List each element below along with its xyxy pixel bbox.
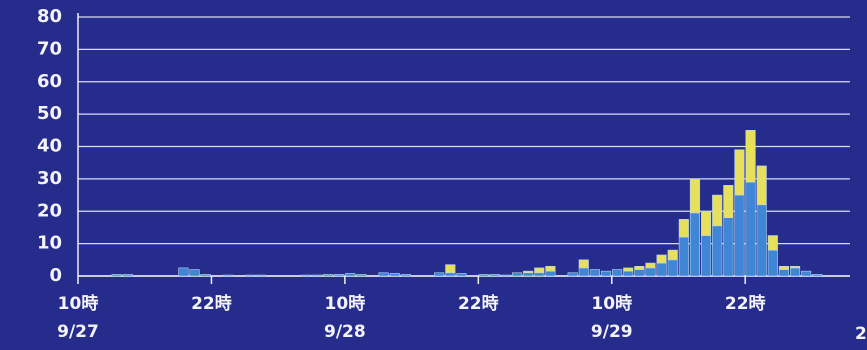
y-tick-label: 80 [37,6,62,27]
x-date-label: 9/29 [591,322,633,342]
bar-segment [712,225,723,277]
bar-segment [600,270,612,277]
bar-segment [500,274,511,277]
bar-segment [745,130,756,183]
bar-segment [322,274,334,277]
bar-segment [122,274,133,277]
bar-segment [778,265,789,270]
y-tick-label: 40 [37,136,62,157]
bar-segment [311,274,322,277]
bar-segment [689,178,701,214]
bar-segment [434,272,445,277]
bar-segment [523,272,534,277]
bar-segment [200,274,211,277]
bar-segment [300,274,311,277]
bar-segment [612,269,623,277]
bar-segment [645,267,656,277]
bar-segment [578,267,589,277]
x-tick-label: 10時 [591,293,632,314]
bar-segment [545,265,556,272]
y-tick-label: 70 [37,38,62,59]
x-date-label: 9/28 [324,322,366,342]
x-tick-label: 22時 [191,293,232,314]
bar-segment [523,270,534,274]
bar-segment [656,262,667,277]
page-number: 2 [855,324,867,344]
x-tick-label: 22時 [725,293,766,314]
bar-segment [678,236,689,277]
bar-segment [734,149,745,196]
bar-segment [478,274,489,277]
bar-segment [756,204,767,277]
bar-segment [534,272,545,277]
bar-segment [111,274,122,277]
bar-segment [578,259,589,269]
bar-segment [623,270,634,277]
bar-segment [645,262,656,269]
bar-segment [567,272,578,277]
bar-segment [378,272,389,277]
bar-segment [356,274,367,277]
bar-segment [445,272,456,277]
x-tick-label: 10時 [325,293,366,314]
bar-segment [678,219,689,238]
bar-segment [189,269,200,277]
bar-segment [589,269,600,277]
bar-segment [656,254,667,264]
bar-segment [534,267,545,274]
y-tick-label: 0 [49,265,62,286]
x-tick-label: 22時 [458,293,499,314]
bar-segment [756,165,767,206]
bar-segment [689,212,701,277]
bar-segment [667,259,678,277]
bar-segment [489,274,500,277]
y-tick-label: 20 [37,200,62,221]
bar-segment [789,267,801,277]
bar-segment [634,265,645,270]
bar-segment [701,235,712,277]
bar-segment [222,274,233,277]
bar-segment [723,217,734,277]
bar-segment [767,235,778,251]
bar-segment [778,269,789,277]
x-tick-label: 10時 [58,293,99,314]
bar-segment [456,273,467,277]
bar-segment [400,274,411,277]
bar-segment [789,265,801,269]
bar-segment [545,270,556,277]
bar-segment [745,181,756,277]
y-tick-label: 60 [37,71,62,92]
bar-segment [245,274,256,277]
bar-segment [634,269,645,277]
bar-segment [445,264,456,274]
bar-segment [389,273,400,277]
bar-segment [667,249,678,261]
bar-segment [178,267,189,277]
y-tick-label: 50 [37,103,62,124]
x-date-label: 9/27 [57,322,99,342]
bar-segment [334,274,345,277]
bar-segment [812,274,823,277]
y-tick-label: 30 [37,168,62,189]
bar-segment [345,273,356,277]
bar-segment [767,249,778,277]
bar-segment [712,194,723,227]
bar-segment [623,267,634,272]
bar-segment [256,274,267,277]
bar-segment [801,270,812,277]
bar-segment [701,210,712,236]
bar-segment [734,194,745,277]
bar-segment [511,272,523,277]
bar-segment [723,185,734,219]
y-tick-label: 10 [37,233,62,254]
